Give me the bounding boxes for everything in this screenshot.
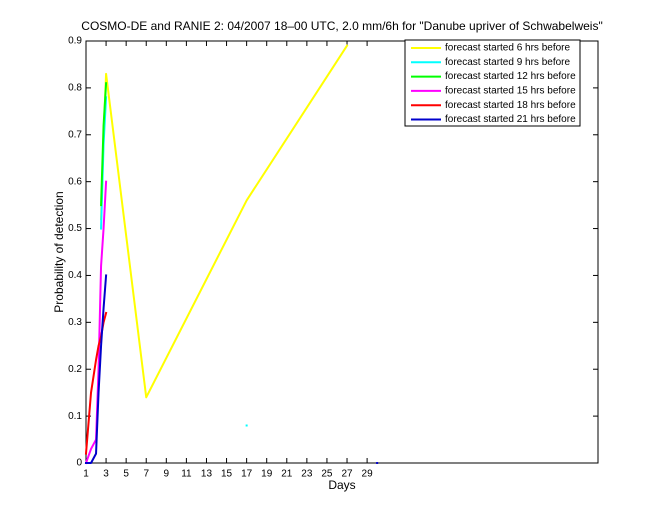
x-tick-label: 13 — [201, 469, 213, 480]
legend-label: forecast started 9 hrs before — [445, 57, 571, 68]
plot-frame — [85, 40, 599, 464]
x-tick-label: 21 — [281, 469, 293, 480]
y-tick-label: 0.6 — [68, 176, 82, 187]
y-tick-label: 0.7 — [68, 129, 82, 140]
y-tick-label: 0 — [76, 458, 82, 469]
legend-label: forecast started 6 hrs before — [445, 43, 571, 54]
y-tick-label: 0.9 — [68, 36, 82, 47]
legend-label: forecast started 15 hrs before — [445, 86, 576, 97]
y-tick-label: 0.5 — [68, 223, 82, 234]
legend-label: forecast started 12 hrs before — [445, 71, 576, 82]
x-tick-label: 15 — [221, 469, 233, 480]
y-axis-label: Probability of detection — [52, 191, 66, 312]
chart-title: COSMO-DE and RANIE 2: 04/2007 18–00 UTC,… — [81, 19, 602, 33]
y-tick-label: 0.3 — [68, 317, 82, 328]
y-tick-label: 0.2 — [68, 364, 82, 375]
x-tick-label: 9 — [164, 469, 170, 480]
x-tick-label: 5 — [123, 469, 129, 480]
y-tick-label: 0.8 — [68, 83, 82, 94]
x-tick-label: 1 — [83, 469, 89, 480]
x-tick-label: 7 — [143, 469, 149, 480]
series-line — [100, 82, 108, 207]
x-axis-label: Days — [328, 478, 355, 492]
x-tick-label: 19 — [261, 469, 273, 480]
x-tick-label: 29 — [362, 469, 374, 480]
x-tick-label: 3 — [103, 469, 109, 480]
x-tick-label: 25 — [321, 469, 333, 480]
series-line — [84, 180, 108, 465]
y-tick-label: 0.1 — [68, 411, 82, 422]
legend-label: forecast started 18 hrs before — [445, 100, 576, 111]
series-line — [85, 274, 379, 464]
legend-box — [404, 39, 581, 127]
legend-label: forecast started 21 hrs before — [445, 114, 576, 125]
y-tick-label: 0.4 — [68, 270, 82, 281]
x-tick-label: 27 — [341, 469, 353, 480]
x-tick-label: 11 — [181, 469, 192, 480]
x-tick-label: 17 — [241, 469, 253, 480]
x-tick-label: 23 — [301, 469, 313, 480]
